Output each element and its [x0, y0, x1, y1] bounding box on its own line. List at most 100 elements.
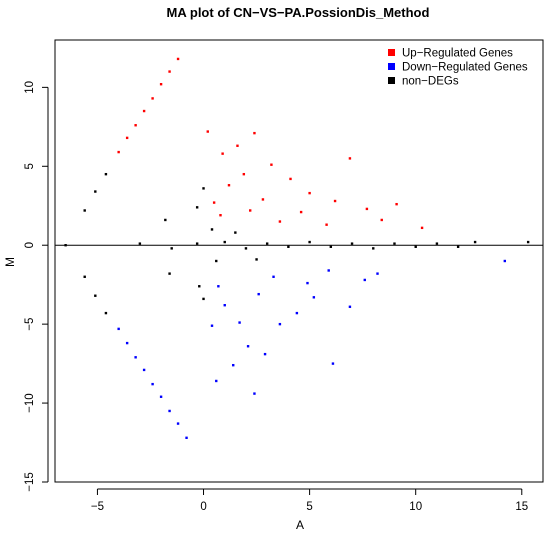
- data-point: [414, 245, 417, 248]
- data-point: [94, 190, 97, 193]
- data-point: [94, 294, 97, 297]
- data-point: [376, 272, 379, 275]
- data-point: [456, 245, 460, 248]
- data-point: [83, 275, 86, 278]
- plot-frame: [54, 39, 544, 483]
- points-layer: [64, 57, 530, 439]
- y-tick-label: −10: [24, 393, 36, 413]
- data-point: [473, 240, 477, 244]
- data-point: [215, 259, 218, 263]
- x-axis: −5 0 5 10 15: [91, 488, 528, 513]
- data-point: [308, 240, 311, 244]
- data-point: [151, 97, 154, 100]
- data-point: [246, 345, 250, 348]
- data-point: [325, 223, 328, 226]
- data-point: [176, 57, 180, 61]
- data-point: [117, 150, 120, 154]
- data-point: [125, 341, 129, 345]
- data-point: [331, 362, 335, 365]
- data-point: [202, 297, 205, 301]
- y-tick-label: 10: [24, 81, 36, 94]
- y-tick-label: −5: [24, 318, 36, 331]
- data-point: [210, 324, 214, 327]
- data-point: [234, 231, 237, 234]
- data-point: [215, 379, 218, 383]
- data-point: [299, 210, 303, 214]
- data-point: [278, 220, 282, 223]
- legend-label: Up−Regulated Genes: [402, 48, 513, 60]
- x-tick-label: 15: [515, 501, 528, 513]
- data-point: [380, 218, 383, 222]
- data-point: [526, 240, 530, 244]
- y-axis: 10 5 0 −5 −10 −15: [24, 81, 49, 492]
- data-point: [159, 395, 163, 398]
- data-point: [272, 275, 275, 278]
- data-point: [333, 199, 337, 203]
- data-point: [327, 269, 330, 272]
- data-point: [348, 305, 352, 308]
- data-point: [206, 130, 209, 133]
- data-point: [395, 202, 398, 206]
- data-point: [329, 245, 333, 248]
- data-point: [265, 242, 269, 245]
- data-point: [134, 124, 137, 127]
- data-point: [308, 191, 311, 195]
- data-point: [263, 352, 267, 356]
- data-point: [142, 368, 146, 372]
- data-point: [363, 278, 366, 282]
- data-point: [435, 242, 439, 245]
- data-point: [420, 226, 424, 230]
- y-tick-label: 0: [24, 242, 36, 248]
- data-point: [295, 311, 299, 315]
- data-point: [138, 242, 142, 245]
- data-point: [104, 311, 108, 315]
- data-point: [289, 177, 292, 181]
- data-point: [503, 259, 507, 263]
- x-tick-label: 5: [306, 501, 312, 513]
- legend-swatch: [388, 77, 395, 84]
- x-tick-label: 10: [409, 501, 422, 513]
- x-tick-label: −5: [91, 501, 104, 513]
- data-point: [312, 296, 316, 299]
- data-point: [223, 240, 226, 244]
- data-point: [176, 422, 180, 425]
- legend-swatch: [388, 63, 395, 70]
- x-axis-label: A: [296, 518, 304, 532]
- data-point: [195, 242, 199, 245]
- chart-title: MA plot of CN−VS−PA.PossionDis_Method: [167, 5, 430, 20]
- data-point: [125, 136, 129, 140]
- data-point: [104, 172, 108, 176]
- data-point: [210, 228, 214, 231]
- data-point: [253, 131, 256, 135]
- data-point: [261, 198, 265, 201]
- data-point: [185, 436, 188, 439]
- data-point: [249, 209, 252, 212]
- legend-label: Down−Regulated Genes: [402, 62, 528, 74]
- data-point: [278, 322, 282, 326]
- data-point: [348, 157, 352, 160]
- data-point: [306, 281, 309, 285]
- series-0: [117, 57, 424, 230]
- data-point: [372, 247, 375, 250]
- data-point: [198, 285, 201, 288]
- y-tick-label: −15: [24, 472, 36, 492]
- data-point: [83, 209, 86, 212]
- data-point: [219, 214, 222, 217]
- data-point: [244, 247, 248, 250]
- series-2: [64, 172, 530, 315]
- legend: Up−Regulated Genes Down−Regulated Genes no…: [388, 48, 528, 88]
- data-point: [168, 409, 171, 413]
- data-point: [223, 304, 226, 307]
- data-point: [350, 242, 354, 245]
- data-point: [242, 172, 246, 176]
- legend-label: non−DEGs: [402, 76, 459, 88]
- data-point: [227, 184, 231, 187]
- data-point: [270, 163, 273, 166]
- data-point: [365, 207, 369, 211]
- data-point: [238, 321, 241, 324]
- data-point: [202, 187, 205, 190]
- data-point: [236, 144, 239, 147]
- data-point: [257, 292, 260, 296]
- data-point: [217, 285, 220, 288]
